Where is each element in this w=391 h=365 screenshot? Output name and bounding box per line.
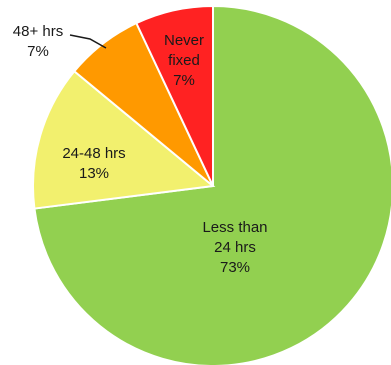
pie-slice-24-48hrs — [32, 69, 216, 210]
slice-label-48plus-hrs: 48+ hrs 7% — [13, 23, 63, 60]
slice-label-never-fixed: Never fixed 7% — [164, 32, 204, 89]
pie-slices — [32, 4, 391, 365]
leader-line-48plus — [69, 34, 107, 49]
slice-labels: Less than 24 hrs 73% 24-48 hrs 13% 48+ hrs 7% N… — [13, 23, 268, 276]
pie-slice-less-than-24hrs — [33, 4, 391, 365]
slice-label-24-48hrs: 24-48 hrs 13% — [62, 145, 125, 182]
slice-label-less-than-24hrs: Less than 24 hrs 73% — [202, 219, 267, 276]
pie-slice-never-fixed — [135, 4, 214, 187]
